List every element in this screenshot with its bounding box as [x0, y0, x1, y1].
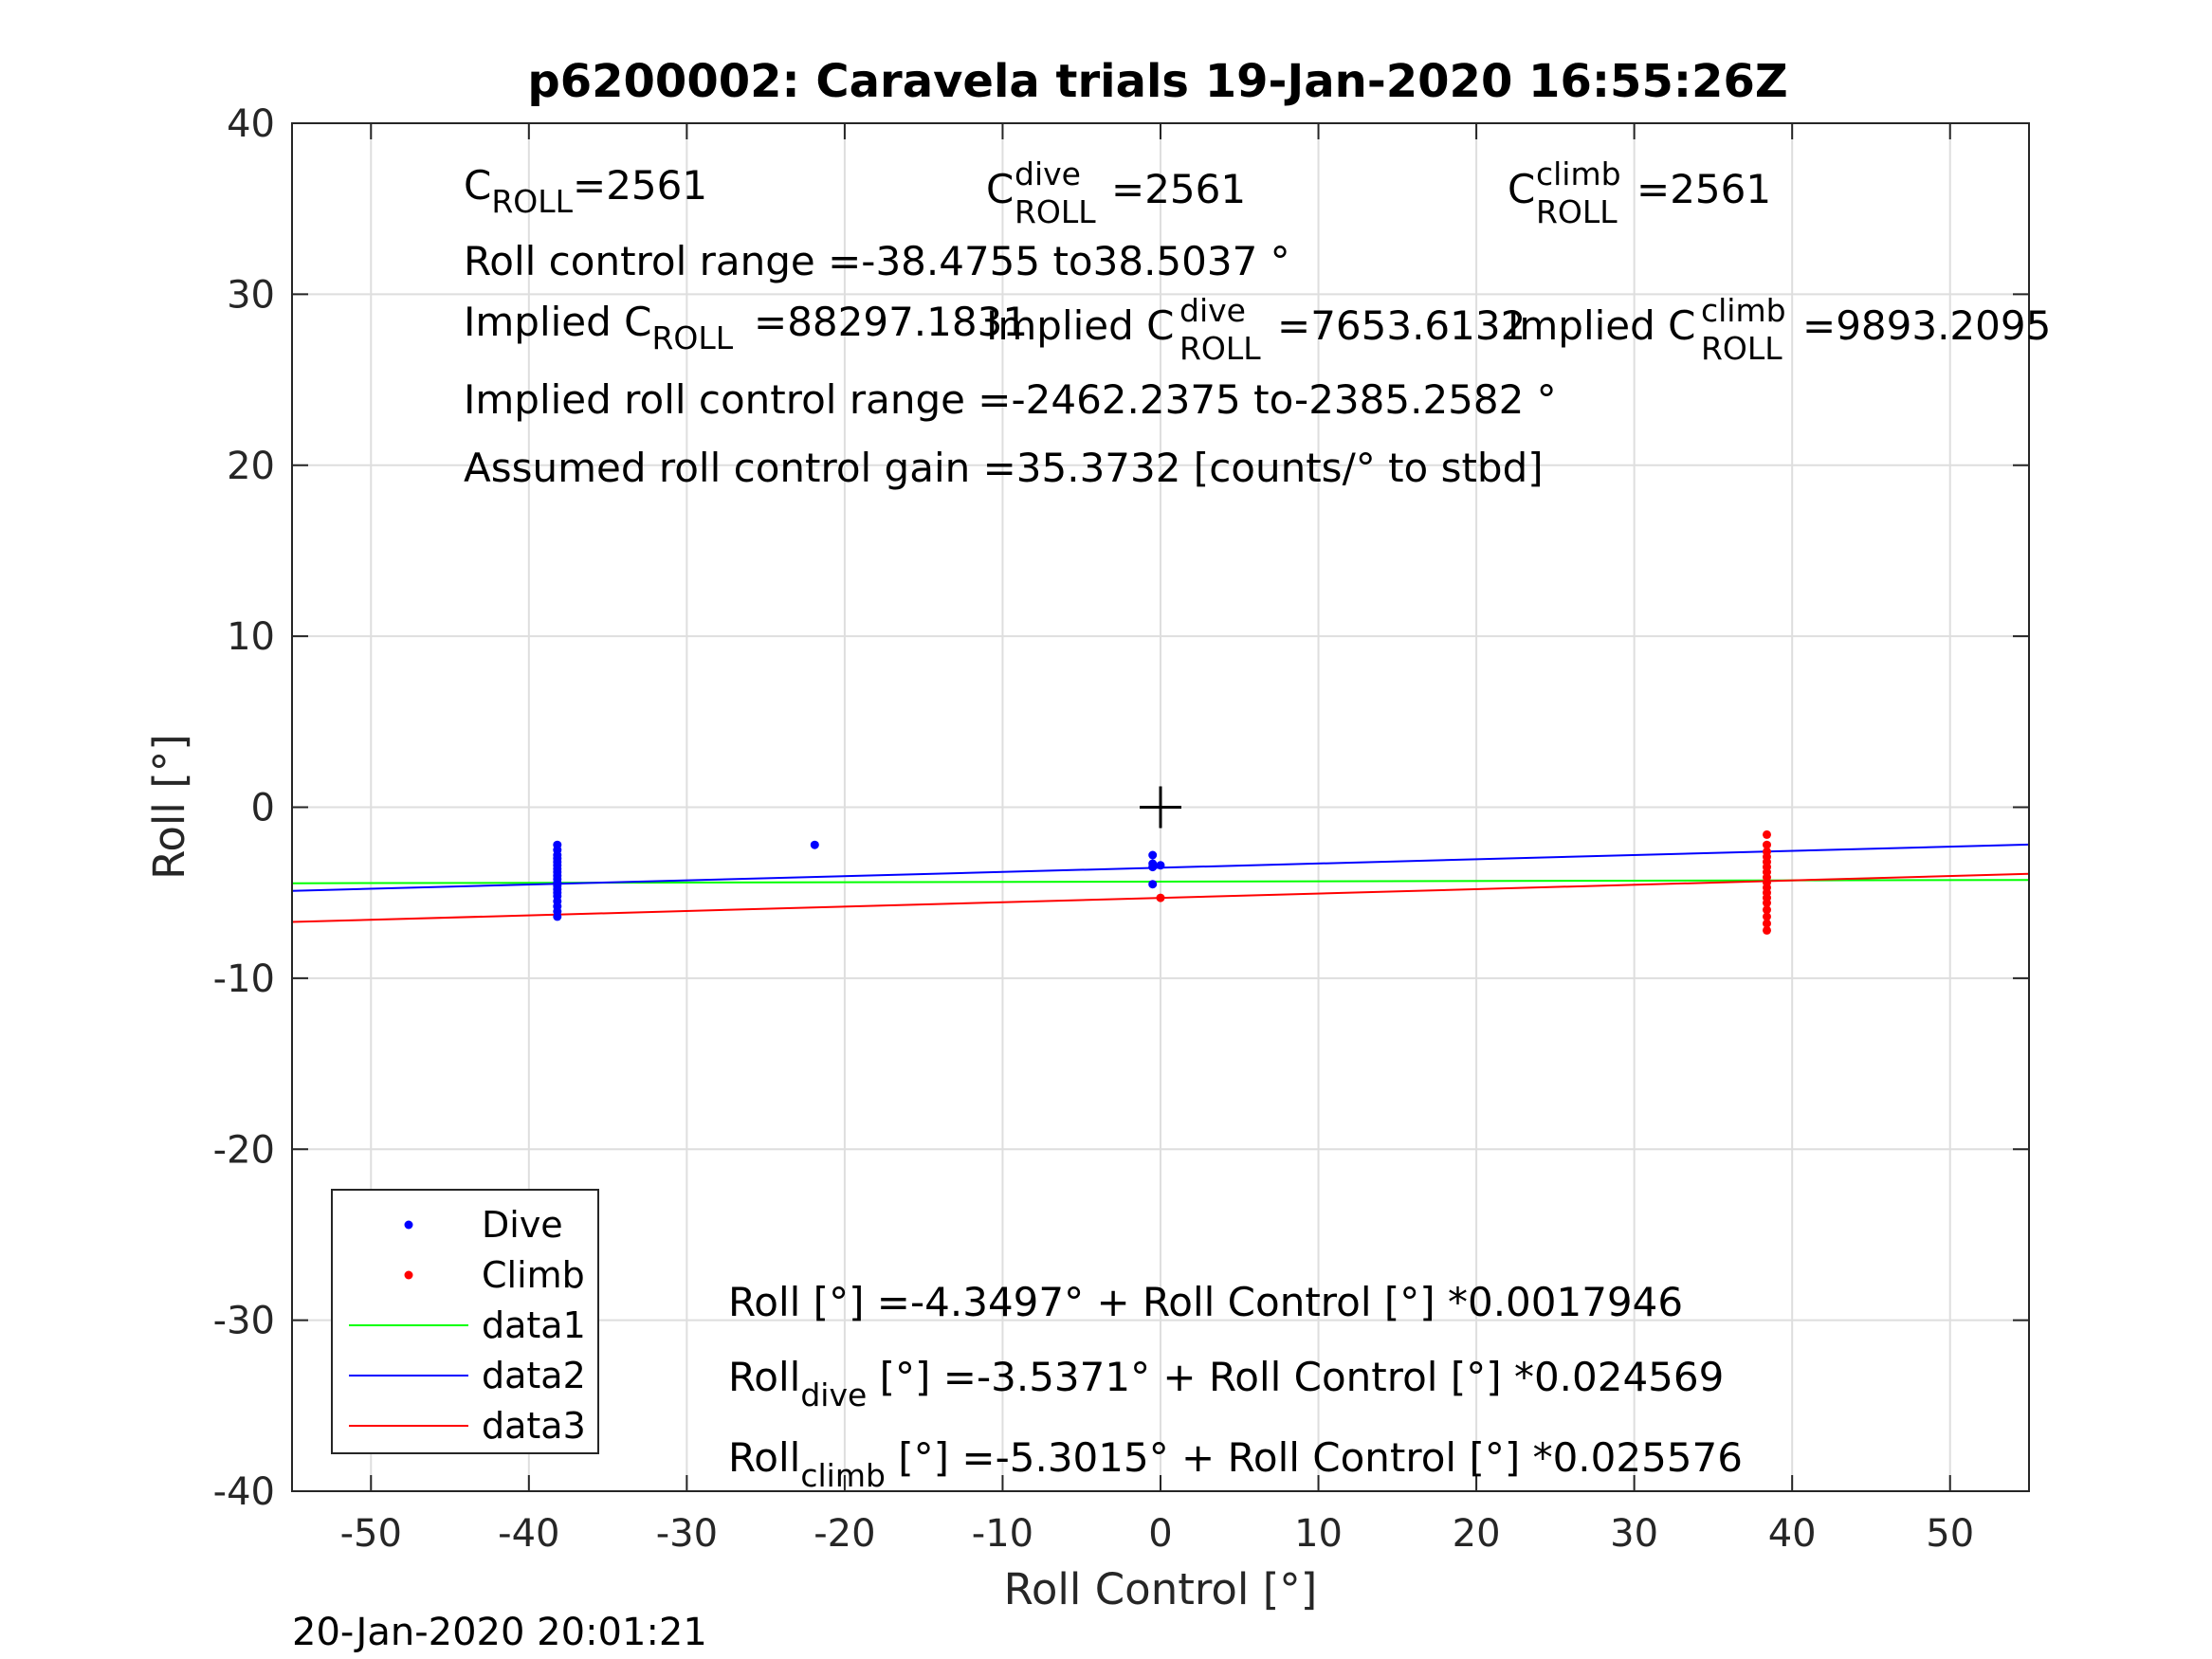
legend-label-climb: Climb — [482, 1254, 585, 1296]
climb-point — [1763, 840, 1771, 849]
y-tick-label: -40 — [213, 1470, 275, 1514]
legend-box — [331, 1189, 599, 1454]
x-tick-label: 10 — [1294, 1512, 1343, 1556]
annotation-fit-dive: Rolldive [°] =-3.5371° + Roll Control [°… — [728, 1354, 1724, 1413]
annotation-implied-range: Implied roll control range =-2462.2375 t… — [464, 376, 1557, 423]
annotation-c-roll-dive-sup: dive — [1015, 155, 1081, 192]
annotation-c-roll-climb-sup: climb — [1536, 155, 1621, 192]
climb-point — [1763, 899, 1771, 907]
annotation-c-roll-dive-sub: ROLL — [1015, 193, 1096, 230]
x-tick-label: -50 — [340, 1512, 402, 1556]
annotation-gain: Assumed roll control gain =35.3732 [coun… — [464, 445, 1544, 491]
y-axis-label: Roll [°] — [144, 734, 194, 880]
legend-label-data3: data3 — [482, 1405, 586, 1447]
y-tick-label: 10 — [227, 615, 275, 659]
annotation-c-roll-climb-value: =2561 — [1636, 166, 1771, 212]
chart-title: p6200002: Caravela trials 19-Jan-2020 16… — [527, 55, 1787, 108]
annotation-c-roll: CROLL=2561 — [464, 162, 707, 220]
dive-point — [1148, 880, 1158, 889]
annotation-c-roll-climb: C — [1508, 166, 1535, 212]
climb-point — [1156, 893, 1165, 902]
y-tick-label: 40 — [227, 102, 275, 146]
annotation-fit-all: Roll [°] =-4.3497° + Roll Control [°] *0… — [728, 1279, 1683, 1325]
y-tick-label: 20 — [227, 445, 275, 488]
data-points — [553, 830, 1771, 935]
dive-point — [1156, 861, 1165, 870]
annotation-implied-c-roll-climb-value: =9893.2095 — [1802, 302, 2051, 349]
x-tick-label: -20 — [814, 1512, 875, 1556]
annotation-implied-c-roll-dive-sup: dive — [1179, 292, 1246, 329]
legend-swatch-dive — [404, 1220, 413, 1230]
x-tick-label: 0 — [1148, 1512, 1172, 1556]
dive-point — [1148, 863, 1158, 872]
dive-point — [553, 912, 562, 921]
annotation-implied-c-roll-climb-sup: climb — [1701, 292, 1786, 329]
legend: Dive Climb data1 data2 data3 — [331, 1189, 599, 1454]
climb-point — [1763, 912, 1771, 921]
legend-swatch-climb — [404, 1270, 413, 1280]
origin-marker — [1140, 786, 1181, 829]
x-tick-label: -30 — [656, 1512, 718, 1556]
annotation-implied-c-roll-value: =88297.1831 — [754, 299, 1028, 345]
annotation-c-roll-dive: C — [986, 166, 1014, 212]
x-tick-label: 50 — [1926, 1512, 1974, 1556]
axis-ticks: -50 -40 -30 -20 -10 0 10 20 30 40 50 -40 -30 -20 -10 0 1… — [213, 102, 2029, 1556]
y-tick-label: 30 — [227, 273, 275, 317]
annotation-c-roll-dive-value: =2561 — [1111, 166, 1246, 212]
annotation-implied-c-roll-climb: Implied C — [1508, 302, 1695, 349]
x-tick-label: 20 — [1453, 1512, 1501, 1556]
x-tick-label: 30 — [1610, 1512, 1658, 1556]
dive-point — [810, 840, 819, 849]
x-tick-label: -10 — [972, 1512, 1033, 1556]
x-axis-label: Roll Control [°] — [1004, 1564, 1318, 1614]
dive-point — [1148, 850, 1158, 860]
annotation-implied-c-roll-dive-value: =7653.6132 — [1277, 302, 1526, 349]
timestamp: 20-Jan-2020 20:01:21 — [292, 1611, 707, 1654]
y-tick-label: -10 — [213, 957, 275, 1001]
annotation-implied-c-roll-climb-sub: ROLL — [1701, 330, 1782, 367]
y-tick-label: -30 — [213, 1300, 275, 1343]
climb-point — [1763, 919, 1771, 928]
legend-label-dive: Dive — [482, 1204, 563, 1246]
annotation-implied-c-roll-dive: Implied C — [986, 302, 1174, 349]
annotation-implied-c-roll-dive-sub: ROLL — [1179, 330, 1261, 367]
annotation-implied-c-roll: Implied CROLL — [464, 299, 734, 356]
x-tick-label: -40 — [498, 1512, 559, 1556]
climb-point — [1763, 925, 1771, 935]
y-tick-label: -20 — [213, 1128, 275, 1172]
climb-point — [1763, 830, 1771, 839]
annotation-roll-control-range: Roll control range =-38.4755 to38.5037 ° — [464, 238, 1290, 284]
annotation-c-roll-climb-sub: ROLL — [1536, 193, 1618, 230]
legend-label-data2: data2 — [482, 1355, 586, 1396]
annotation-fit-climb: Rollclimb [°] =-5.3015° + Roll Control [… — [728, 1434, 1743, 1494]
climb-point — [1763, 905, 1771, 915]
x-tick-label: 40 — [1768, 1512, 1817, 1556]
y-tick-label: 0 — [251, 787, 275, 830]
legend-label-data1: data1 — [482, 1304, 586, 1346]
